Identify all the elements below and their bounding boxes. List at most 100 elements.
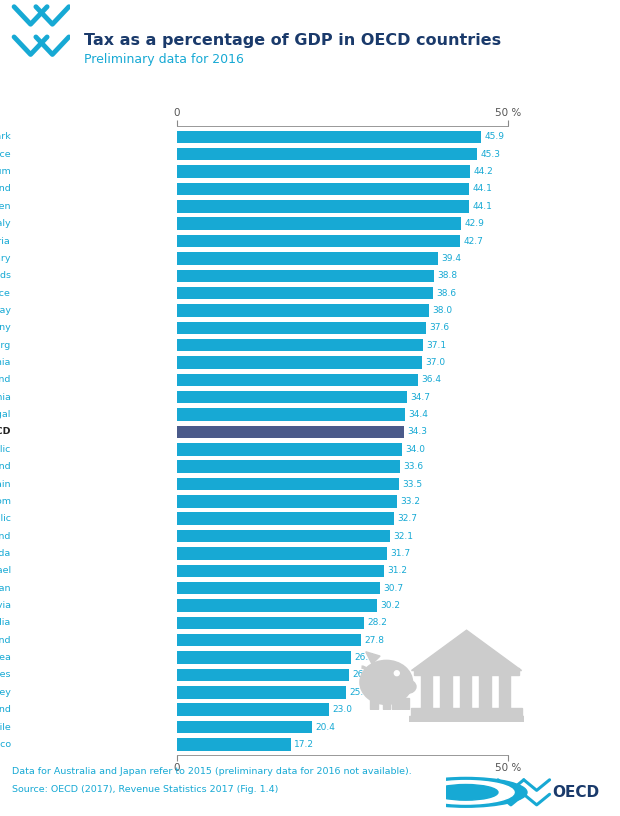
Bar [177,703,329,716]
Text: Italy: Italy [0,220,11,228]
Text: 42.7: 42.7 [463,237,483,246]
Bar [177,166,470,178]
Text: Spain: Spain [0,480,11,489]
Text: 38.6: 38.6 [436,289,456,298]
Text: Tax as a percentage of GDP in OECD countries: Tax as a percentage of GDP in OECD count… [84,33,501,47]
Text: Hungary: Hungary [0,254,11,263]
Circle shape [404,778,527,807]
Text: 37.1: 37.1 [426,340,446,350]
Text: 25.5: 25.5 [349,688,369,697]
Text: 37.6: 37.6 [430,323,450,332]
Text: Switzerland: Switzerland [0,636,11,645]
Text: 44.1: 44.1 [472,202,492,211]
Text: Luxembourg: Luxembourg [0,340,11,350]
Text: OECD: OECD [552,785,600,800]
Bar [177,374,418,386]
Text: 34.7: 34.7 [410,392,430,401]
Text: Source: OECD (2017), Revenue Statistics 2017 (Fig. 1.4): Source: OECD (2017), Revenue Statistics … [12,785,279,794]
Text: Mexico: Mexico [0,740,11,749]
Text: 31.7: 31.7 [391,549,410,558]
Text: 44.2: 44.2 [473,167,493,176]
Text: 38.0: 38.0 [432,306,452,315]
Bar [177,322,426,334]
Text: 36.4: 36.4 [422,375,441,384]
Text: 38.8: 38.8 [438,271,458,280]
Text: 26.3: 26.3 [355,653,374,662]
Text: Australia: Australia [0,619,11,628]
Bar [412,708,521,716]
Text: Japan: Japan [0,583,11,592]
Text: 20.4: 20.4 [316,722,335,731]
Text: 45.3: 45.3 [480,150,500,159]
Text: Chile: Chile [0,722,11,731]
Bar [177,131,481,143]
Bar [177,269,434,282]
Text: Data for Australia and Japan refer to 2015 (preliminary data for 2016 not availa: Data for Australia and Japan refer to 20… [12,767,412,776]
Bar [177,460,400,473]
Text: Germany: Germany [0,323,11,332]
Bar [177,478,399,490]
Bar [177,357,422,369]
Text: Iceland: Iceland [0,375,11,384]
Text: 23.0: 23.0 [332,705,353,714]
Bar [177,512,394,525]
Bar [177,617,364,629]
Text: 34.4: 34.4 [408,410,428,419]
Bar [498,673,510,711]
Text: 34.3: 34.3 [407,428,428,437]
Text: 45.9: 45.9 [484,132,505,141]
Text: Preliminary data for 2016: Preliminary data for 2016 [84,53,244,66]
Bar [401,698,409,708]
Text: Portugal: Portugal [0,410,11,419]
Text: 31.2: 31.2 [387,566,407,575]
Polygon shape [366,652,380,664]
Text: France: France [0,150,11,159]
Text: 30.7: 30.7 [384,583,404,592]
Bar [177,391,407,403]
Bar [177,651,351,664]
Text: 28.2: 28.2 [367,619,387,628]
Text: 26.0: 26.0 [353,671,373,680]
Bar [177,235,460,247]
Circle shape [394,671,399,676]
Text: Ireland: Ireland [0,705,11,714]
Text: Poland: Poland [0,462,11,471]
Bar [177,686,346,698]
Text: Slovak Republic: Slovak Republic [0,514,11,523]
Text: 33.6: 33.6 [403,462,423,471]
Bar [177,426,404,438]
Bar [409,716,524,722]
Text: United States: United States [0,671,11,680]
Text: Slovenia: Slovenia [0,358,11,367]
Bar [370,698,378,708]
Bar [177,668,349,681]
Bar [177,548,387,560]
Bar [479,673,490,711]
Text: Belgium: Belgium [0,167,11,176]
Bar [440,673,451,711]
Bar [177,565,384,577]
Text: Latvia: Latvia [0,601,11,610]
Bar [177,200,469,213]
Bar [177,530,389,543]
Bar [392,698,400,708]
Circle shape [417,781,514,804]
Text: Greece: Greece [0,289,11,298]
Text: 42.9: 42.9 [464,220,484,228]
Bar [177,738,291,751]
Text: 44.1: 44.1 [472,184,492,193]
Bar [177,304,429,317]
Bar [383,698,390,708]
Text: 33.2: 33.2 [401,497,420,506]
Bar [177,634,361,646]
Text: Israel: Israel [0,566,11,575]
Text: Sweden: Sweden [0,202,11,211]
Text: Czech Republic: Czech Republic [0,445,11,454]
Text: Denmark: Denmark [0,132,11,141]
Text: 32.1: 32.1 [393,531,413,541]
Ellipse shape [399,680,416,694]
Bar [459,673,471,711]
Bar [177,183,469,195]
Text: Netherlands: Netherlands [0,271,11,280]
Text: 34.0: 34.0 [405,445,425,454]
